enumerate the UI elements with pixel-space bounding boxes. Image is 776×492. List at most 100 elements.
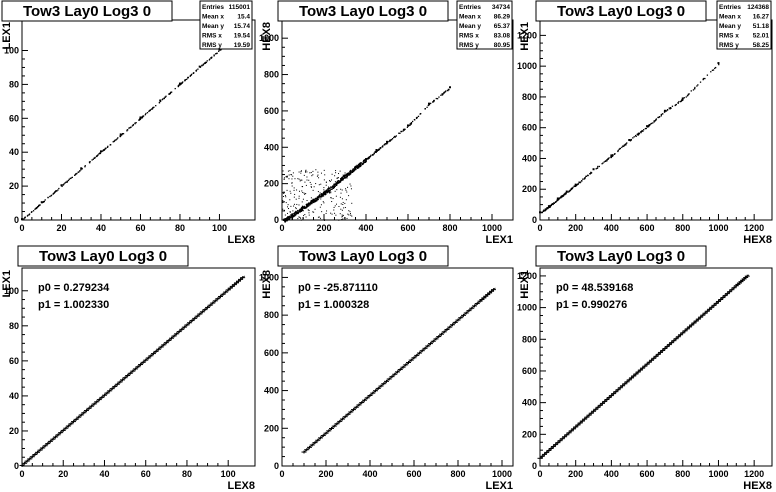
scatter-point bbox=[302, 191, 304, 193]
scatter-point bbox=[326, 210, 328, 212]
scatter-point bbox=[574, 183, 577, 186]
scatter-point bbox=[300, 219, 302, 221]
scatter-point bbox=[343, 175, 345, 177]
x-tick-label: 0 bbox=[279, 223, 284, 233]
y-tick-label: 800 bbox=[522, 334, 537, 344]
scatter-point bbox=[310, 186, 312, 188]
scatter-point bbox=[542, 210, 544, 213]
scatter-point bbox=[288, 216, 291, 218]
scatter-point bbox=[320, 198, 322, 200]
scatter-point bbox=[341, 179, 344, 181]
scatter-point bbox=[438, 96, 440, 98]
scatter-point bbox=[205, 61, 207, 64]
x-tick-label: 200 bbox=[568, 469, 583, 479]
scatter-point bbox=[692, 89, 695, 91]
scatter-point bbox=[315, 169, 317, 171]
scatter-point bbox=[706, 74, 709, 76]
x-tick-label: 100 bbox=[221, 469, 236, 479]
scatter-point bbox=[436, 98, 439, 100]
scatter-point bbox=[565, 190, 568, 193]
scatter-point bbox=[301, 190, 303, 192]
scatter-point bbox=[163, 97, 165, 100]
scatter-point bbox=[354, 169, 356, 171]
scatter-point bbox=[335, 170, 337, 172]
y-tick-label: 0 bbox=[14, 461, 19, 471]
fit-parameter: p1 = 1.002330 bbox=[38, 299, 109, 311]
scatter-point bbox=[447, 88, 450, 91]
scatter-point bbox=[317, 171, 319, 173]
scatter-point bbox=[378, 148, 381, 151]
scatter-point bbox=[290, 215, 292, 217]
scatter-point bbox=[325, 181, 327, 183]
scatter-point bbox=[649, 123, 652, 125]
scatter-point bbox=[283, 177, 285, 179]
scatter-point bbox=[694, 88, 696, 90]
scatter-point bbox=[348, 195, 350, 197]
scatter-point bbox=[596, 167, 598, 170]
x-tick-label: 0 bbox=[279, 469, 284, 479]
scatter-point bbox=[595, 168, 597, 170]
scatter-point bbox=[308, 179, 310, 181]
title-box bbox=[277, 0, 449, 22]
scatter-point bbox=[293, 213, 296, 215]
scatter-point bbox=[286, 206, 288, 208]
x-tick-label: 100 bbox=[212, 223, 227, 233]
scatter-point bbox=[327, 186, 329, 188]
scatter-point bbox=[320, 204, 322, 206]
scatter-point bbox=[346, 191, 348, 193]
scatter-point bbox=[330, 197, 332, 199]
y-tick-label: 200 bbox=[264, 423, 279, 433]
scatter-point bbox=[306, 205, 308, 207]
scatter-point bbox=[562, 194, 564, 197]
scatter-point bbox=[304, 193, 306, 195]
scatter-point bbox=[309, 172, 311, 174]
scatter-point bbox=[318, 196, 320, 198]
scatter-point bbox=[314, 208, 316, 210]
scatter-point bbox=[327, 188, 329, 190]
scatter-point bbox=[177, 85, 180, 87]
scatter-point bbox=[292, 175, 294, 177]
scatter-point bbox=[297, 212, 299, 215]
scatter-point bbox=[287, 204, 289, 206]
chart-title: Tow3 Lay0 Log3 0 bbox=[557, 248, 685, 265]
scatter-point bbox=[634, 134, 637, 137]
scatter-point bbox=[314, 200, 317, 203]
scatter-point bbox=[131, 125, 134, 127]
x-axis-label: LEX8 bbox=[227, 234, 255, 246]
scatter-point bbox=[560, 196, 563, 198]
scatter-point bbox=[353, 168, 356, 171]
scatter-point bbox=[711, 69, 714, 71]
scatter-point bbox=[300, 208, 303, 210]
scatter-point bbox=[92, 158, 94, 160]
scatter-point bbox=[657, 116, 659, 119]
scatter-point bbox=[302, 207, 304, 210]
scatter-point bbox=[349, 211, 351, 213]
scatter-point bbox=[347, 213, 349, 215]
stats-value: 51.18 bbox=[753, 23, 770, 30]
scatter-point bbox=[23, 218, 25, 220]
stats-value: 115001 bbox=[229, 4, 251, 11]
scatter-point bbox=[320, 194, 323, 196]
scatter-point bbox=[345, 188, 347, 190]
scatter-point bbox=[338, 180, 341, 183]
stats-value: 15.4 bbox=[237, 14, 250, 21]
scatter-point bbox=[324, 193, 326, 195]
stats-label: RMS x bbox=[459, 33, 479, 40]
scatter-point bbox=[424, 108, 426, 110]
stats-label: Entries bbox=[719, 4, 741, 11]
x-tick-label: 1000 bbox=[492, 469, 512, 479]
scatter-point bbox=[354, 166, 357, 169]
scatter-point bbox=[282, 200, 284, 202]
y-tick-label: 1200 bbox=[517, 271, 537, 281]
scatter-point bbox=[308, 202, 310, 204]
scatter-point bbox=[334, 205, 336, 207]
scatter-point bbox=[319, 196, 321, 198]
scatter-point bbox=[674, 104, 677, 106]
scatter-point bbox=[333, 206, 335, 208]
scatter-point bbox=[579, 182, 581, 184]
scatter-point bbox=[113, 140, 115, 143]
scatter-point bbox=[134, 123, 136, 125]
scatter-point bbox=[315, 197, 318, 200]
y-tick-label: 800 bbox=[264, 310, 279, 320]
scatter-point bbox=[74, 173, 77, 176]
